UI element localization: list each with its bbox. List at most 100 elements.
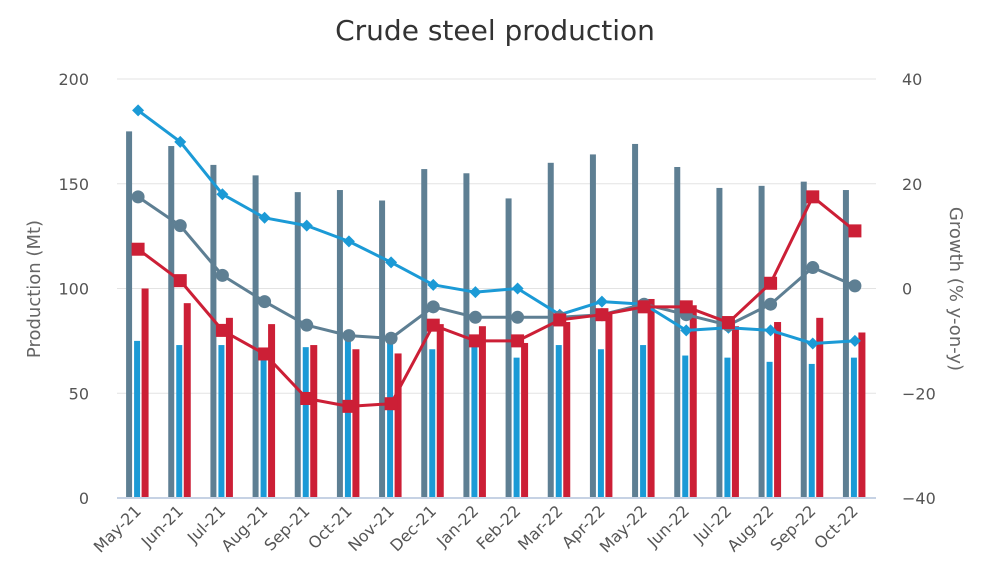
data-point xyxy=(595,308,609,322)
x-tick-label: Nov-21 xyxy=(344,501,398,555)
bar xyxy=(555,345,562,498)
bar-series-3 xyxy=(141,288,866,498)
data-point xyxy=(258,347,272,361)
data-point xyxy=(385,256,398,269)
bar xyxy=(268,324,276,498)
bar xyxy=(387,340,394,498)
y-axis-left-ticks: 0 50 100 150 200 xyxy=(58,70,89,508)
bar xyxy=(858,332,866,498)
data-point xyxy=(511,282,524,295)
bar xyxy=(521,342,529,498)
y-tick-label: 150 xyxy=(58,175,89,194)
bar xyxy=(724,357,731,498)
y-axis-left-title: Production (Mt) xyxy=(24,220,45,358)
data-point xyxy=(764,297,778,311)
line-series-group xyxy=(131,104,862,413)
data-point xyxy=(173,274,187,288)
x-tick-label: Feb-22 xyxy=(472,501,524,553)
bar xyxy=(394,353,402,498)
data-point xyxy=(848,279,862,293)
bar xyxy=(463,173,470,498)
bar xyxy=(674,166,681,499)
bar-series-2 xyxy=(134,338,857,498)
bar xyxy=(513,357,520,498)
bar xyxy=(421,169,428,498)
bar xyxy=(682,355,689,498)
bar xyxy=(252,175,259,498)
bar xyxy=(168,146,175,499)
x-tick-label: May-22 xyxy=(596,501,651,556)
bar xyxy=(225,317,233,498)
bar xyxy=(816,317,824,498)
data-point xyxy=(469,286,482,299)
data-point xyxy=(215,323,229,337)
y-tick-label: 0 xyxy=(79,489,89,508)
bar xyxy=(632,143,639,498)
data-point xyxy=(468,334,482,348)
data-point xyxy=(806,337,819,350)
bar xyxy=(218,345,225,498)
bar xyxy=(731,326,739,498)
data-point xyxy=(511,334,525,348)
bar xyxy=(471,345,478,498)
bar xyxy=(766,361,773,498)
bar xyxy=(563,322,571,498)
data-point xyxy=(553,313,567,327)
line-series-1 xyxy=(132,104,861,350)
bar xyxy=(310,345,318,498)
data-point xyxy=(342,235,355,248)
y-tick-label: 200 xyxy=(58,70,89,89)
data-point xyxy=(131,190,145,204)
bar xyxy=(716,187,723,498)
data-point xyxy=(174,135,187,148)
bar xyxy=(758,185,765,498)
data-point xyxy=(680,324,693,337)
bar xyxy=(647,298,655,498)
data-point xyxy=(468,310,482,324)
x-tick-label: May-21 xyxy=(90,501,145,556)
chart-title: Crude steel production xyxy=(335,14,655,47)
data-point xyxy=(848,334,861,347)
bar xyxy=(210,164,217,498)
bar xyxy=(336,190,343,498)
series-line xyxy=(137,195,856,340)
data-point xyxy=(848,224,862,238)
x-tick-label: Aug-21 xyxy=(217,501,271,555)
bar xyxy=(134,340,141,498)
data-point xyxy=(342,399,356,413)
bar xyxy=(141,288,149,498)
data-point xyxy=(342,329,356,343)
data-point xyxy=(806,190,820,204)
bar-series-1 xyxy=(126,131,849,499)
bar xyxy=(640,345,647,498)
x-axis-ticks: May-21Jun-21Jul-21Aug-21Sep-21Oct-21Nov-… xyxy=(90,501,862,556)
bar xyxy=(126,131,133,498)
bar xyxy=(808,363,815,498)
data-point xyxy=(427,278,440,291)
data-point xyxy=(637,300,651,314)
data-point xyxy=(721,316,735,330)
bar xyxy=(774,322,782,498)
data-point xyxy=(132,104,145,117)
bar xyxy=(505,198,512,499)
y-axis-right-title: Growth (% y-on-y) xyxy=(945,207,966,371)
bar xyxy=(429,349,436,498)
data-point xyxy=(511,310,525,324)
x-tick-label: Dec-21 xyxy=(386,501,440,555)
data-point xyxy=(131,242,145,256)
y2-tick-label: 0 xyxy=(902,280,912,299)
data-point xyxy=(300,391,314,405)
y2-tick-label: 40 xyxy=(902,70,922,89)
data-point xyxy=(215,268,229,282)
series-line xyxy=(137,109,856,345)
bar xyxy=(547,162,554,499)
data-point xyxy=(300,318,314,332)
data-point xyxy=(173,219,187,233)
line-series-2 xyxy=(131,190,862,345)
data-point xyxy=(216,188,229,201)
bar xyxy=(302,347,309,498)
x-tick-label: Aug-22 xyxy=(723,501,777,555)
series-line xyxy=(137,195,856,408)
